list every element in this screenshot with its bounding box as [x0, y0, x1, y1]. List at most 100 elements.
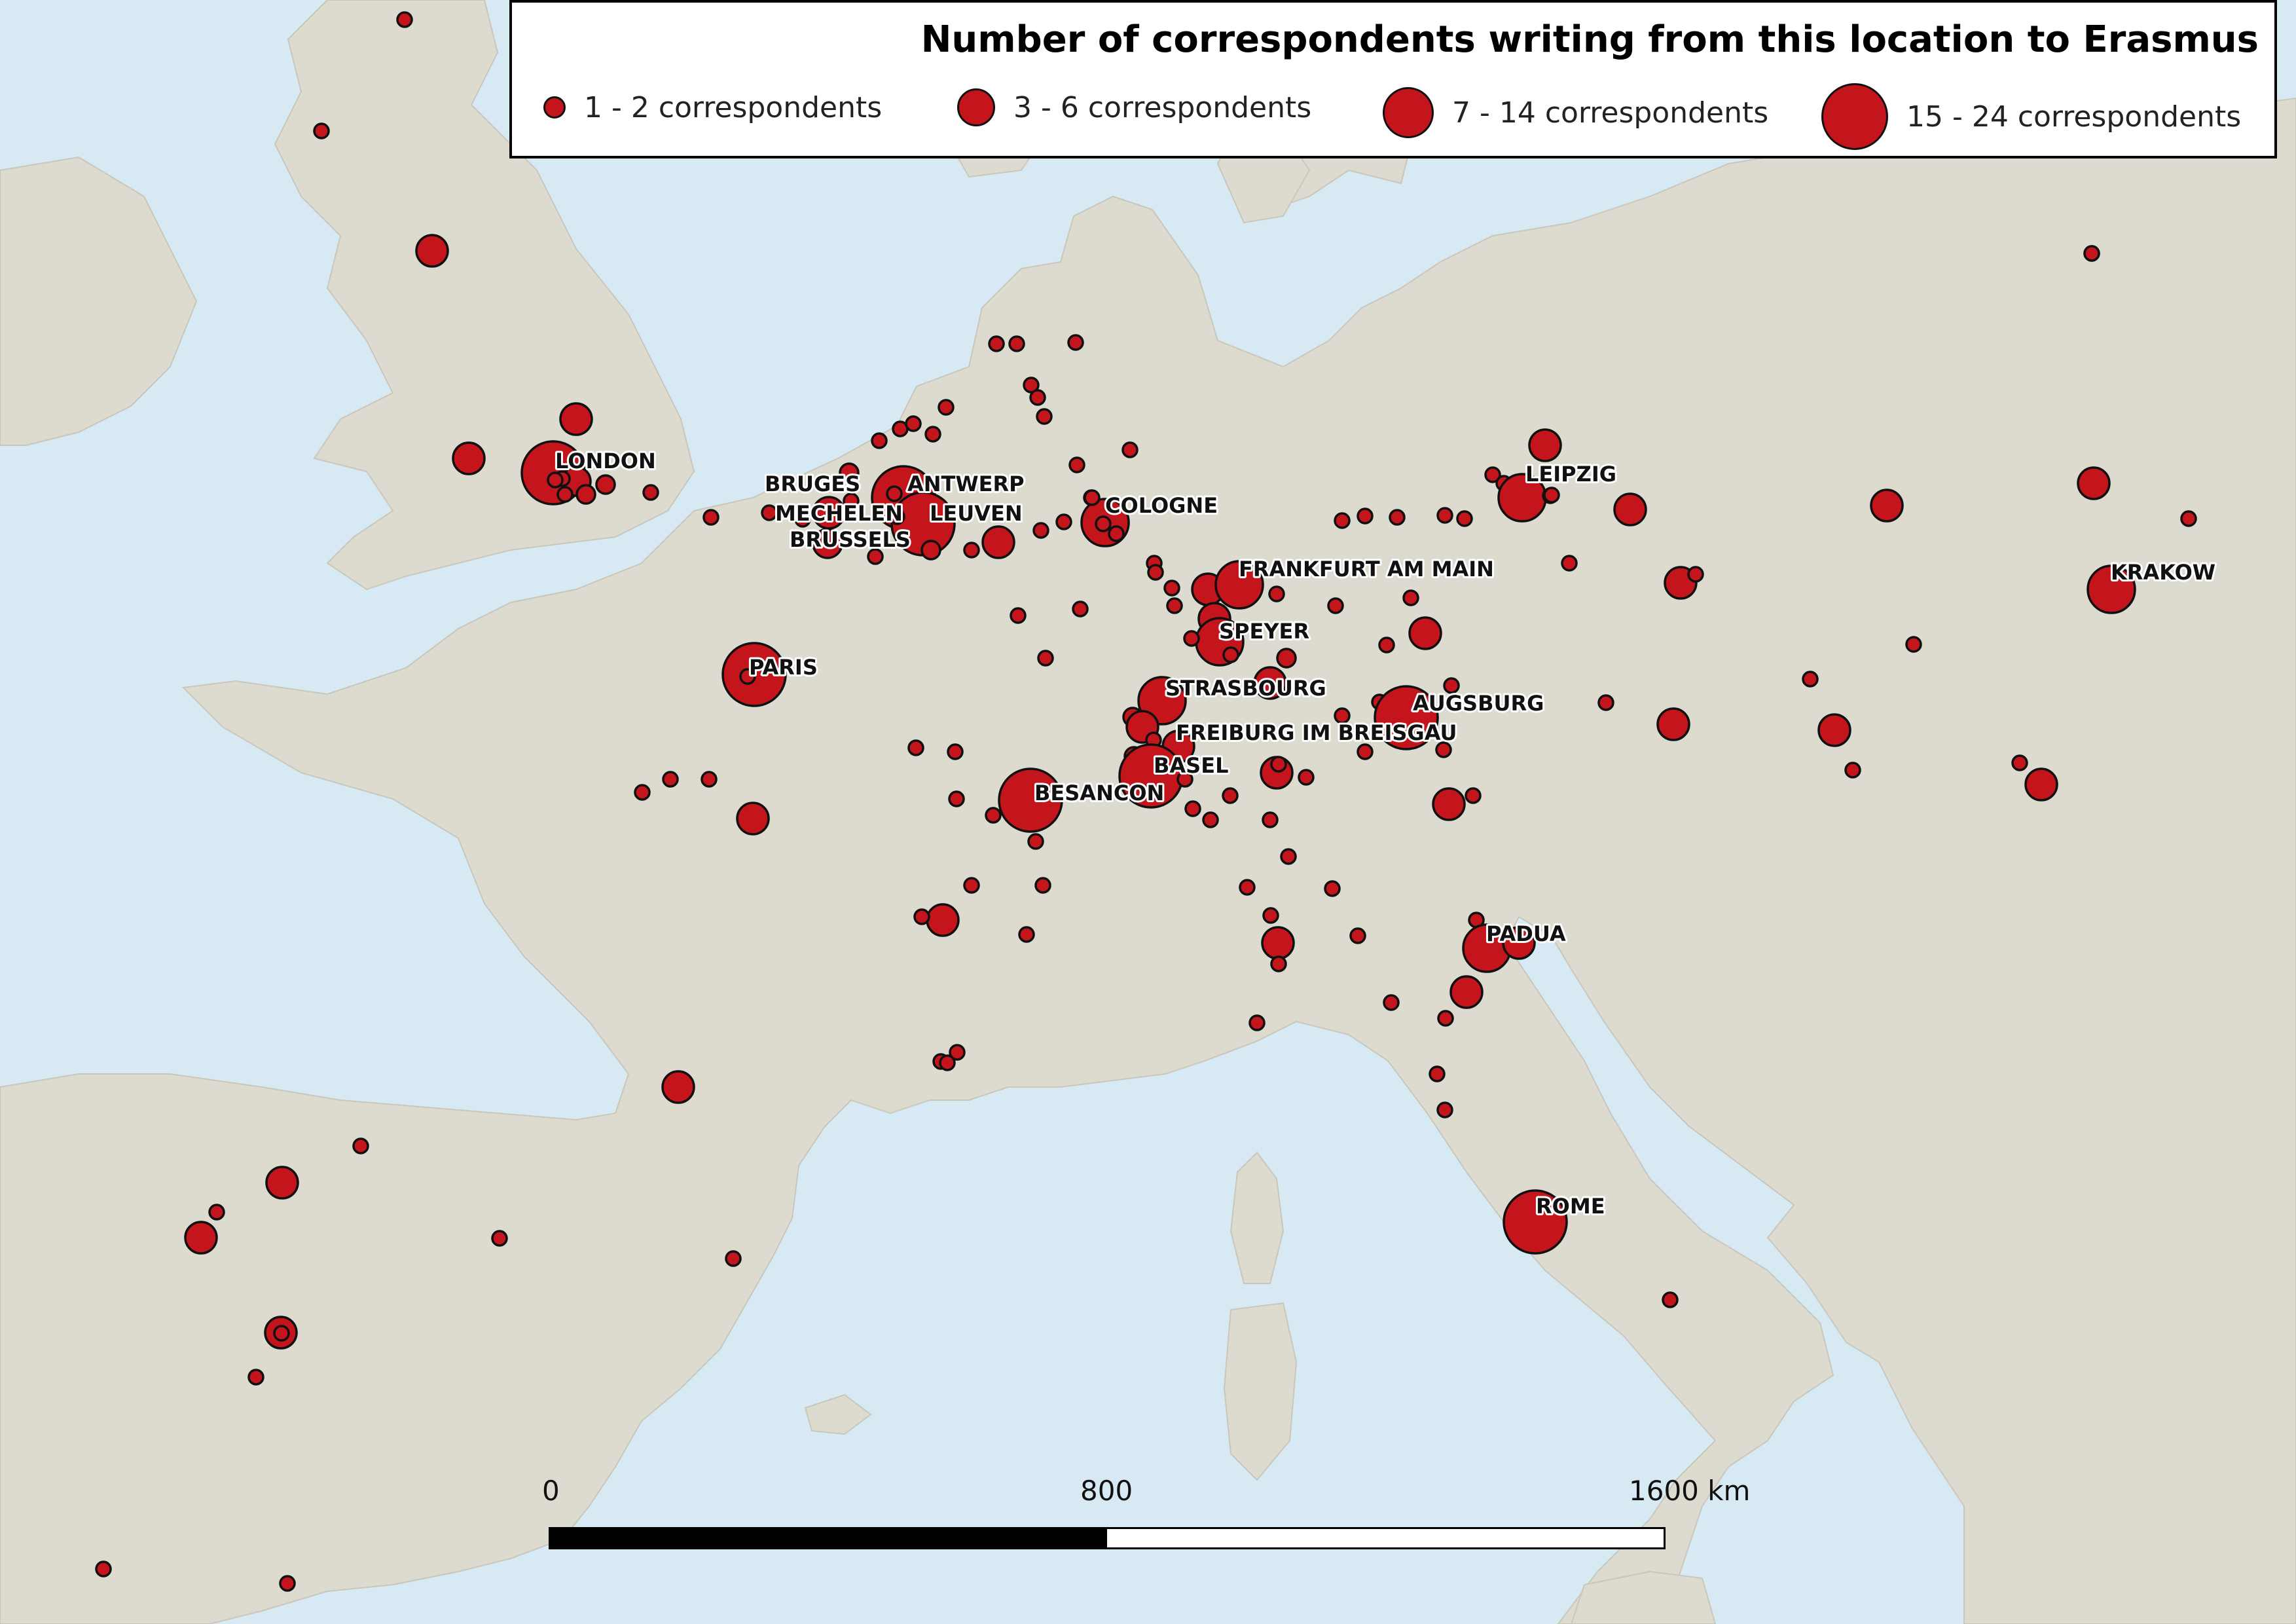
correspondent-marker	[939, 1054, 956, 1071]
correspondent-marker	[1183, 630, 1200, 647]
correspondent-marker	[867, 548, 884, 565]
correspondent-marker	[1239, 879, 1256, 896]
city-label-strasbourg: STRASBOURG	[1165, 676, 1326, 701]
correspondent-marker	[938, 399, 955, 416]
correspondent-marker	[1008, 335, 1025, 352]
ireland	[0, 156, 198, 446]
correspondent-marker	[1261, 926, 1295, 960]
correspondent-marker	[924, 426, 941, 443]
city-label-antwerp: ANTWERP	[907, 471, 1025, 496]
city-label-london: LONDON	[555, 449, 656, 473]
correspondent-marker	[794, 511, 811, 528]
correspondent-marker	[2024, 767, 2058, 802]
correspondent-marker	[1656, 707, 1690, 741]
correspondent-marker	[1383, 994, 1400, 1011]
correspondent-marker	[2083, 245, 2100, 262]
correspondent-marker	[843, 492, 860, 509]
legend-label: 3 - 6 correspondents	[1013, 90, 1312, 124]
correspondent-marker	[491, 1230, 508, 1247]
correspondent-marker	[273, 1325, 290, 1342]
correspondent-marker	[1010, 607, 1027, 624]
correspondent-marker	[926, 903, 960, 937]
legend-symbol-xlarge	[1821, 83, 1888, 150]
sicily	[1570, 1570, 1717, 1624]
correspondent-marker	[2077, 466, 2111, 500]
correspondent-marker	[725, 1250, 742, 1267]
correspondent-marker	[634, 784, 651, 801]
legend-item-15-24: 15 - 24 correspondents	[1821, 83, 2242, 150]
correspondent-marker	[1029, 389, 1046, 406]
correspondent-marker	[1484, 466, 1501, 483]
correspondent-marker	[396, 11, 413, 28]
correspondent-marker	[1437, 1010, 1454, 1027]
legend-item-3-6: 3 - 6 correspondents	[957, 75, 1311, 140]
correspondent-marker	[981, 525, 1015, 559]
correspondent-marker	[247, 1369, 264, 1386]
correspondent-marker	[1408, 616, 1442, 650]
correspondent-marker	[1662, 1291, 1679, 1308]
city-label-krakow: KRAKOW	[2111, 560, 2215, 585]
great-britain	[274, 0, 695, 591]
correspondent-marker	[1802, 671, 1819, 688]
correspondent-marker	[1023, 377, 1040, 394]
correspondent-marker	[812, 528, 843, 559]
correspondent-marker	[1402, 589, 1419, 606]
correspondent-marker	[963, 877, 980, 894]
correspondent-marker	[662, 771, 679, 788]
correspondent-marker	[1543, 487, 1560, 504]
correspondent-marker	[1357, 743, 1374, 760]
continental-europe	[0, 97, 2296, 1624]
correspondent-marker	[1067, 334, 1084, 351]
scale-tick-0: 0	[542, 1475, 560, 1507]
correspondent-marker	[1036, 408, 1053, 425]
correspondent-marker	[702, 509, 720, 526]
correspondent-marker	[839, 462, 860, 483]
correspondent-marker	[1222, 646, 1239, 663]
correspondent-marker	[1163, 580, 1180, 597]
correspondent-marker	[1214, 560, 1264, 610]
city-label-rome: ROME	[1536, 1194, 1605, 1219]
correspondent-marker	[1449, 975, 1484, 1009]
correspondent-marker	[1147, 564, 1164, 581]
city-label-cologne: COLOGNE	[1105, 493, 1218, 518]
correspondent-marker	[1262, 907, 1279, 924]
correspondent-marker	[1027, 833, 1044, 850]
correspondent-marker	[948, 790, 965, 807]
correspondent-marker	[1561, 555, 1578, 572]
correspondent-marker	[184, 1221, 218, 1255]
correspondent-marker	[1222, 787, 1239, 804]
correspondent-marker	[1870, 489, 1904, 523]
correspondent-marker	[913, 908, 930, 925]
correspondent-marker	[1349, 927, 1366, 944]
legend-label: 7 - 14 correspondents	[1452, 96, 1769, 130]
correspondent-marker	[1248, 1014, 1266, 1031]
correspondent-marker	[1436, 1101, 1453, 1118]
correspondent-marker	[1334, 707, 1351, 724]
correspondent-marker	[1055, 513, 1072, 530]
correspondent-marker	[1613, 492, 1647, 526]
correspondent-marker	[2086, 564, 2136, 614]
correspondent-marker	[998, 767, 1063, 833]
correspondent-marker	[1389, 509, 1406, 526]
correspondent-marker	[452, 441, 486, 475]
city-label-freiburg: FREIBURG IM BREISGAU	[1176, 720, 1457, 745]
correspondent-marker	[1202, 811, 1219, 828]
correspondent-marker	[556, 486, 574, 503]
correspondent-marker	[352, 1137, 369, 1154]
correspondent-marker	[1357, 507, 1374, 525]
correspondent-marker	[661, 1070, 695, 1104]
city-label-padua: PADUA	[1486, 921, 1566, 946]
correspondent-marker	[575, 484, 596, 505]
legend-symbol-medium	[957, 88, 995, 126]
correspondent-marker	[1429, 1065, 1446, 1082]
correspondent-marker	[1687, 566, 1704, 583]
corsica	[1230, 1151, 1285, 1284]
correspondent-marker	[1037, 650, 1054, 667]
correspondent-marker	[1334, 512, 1351, 529]
correspondent-marker	[1817, 713, 1851, 747]
legend-label: 15 - 24 correspondents	[1906, 100, 2242, 134]
correspondent-marker	[1528, 428, 1562, 462]
correspondent-marker	[988, 335, 1005, 352]
correspondent-marker	[985, 807, 1002, 824]
correspondent-marker	[1166, 597, 1183, 614]
